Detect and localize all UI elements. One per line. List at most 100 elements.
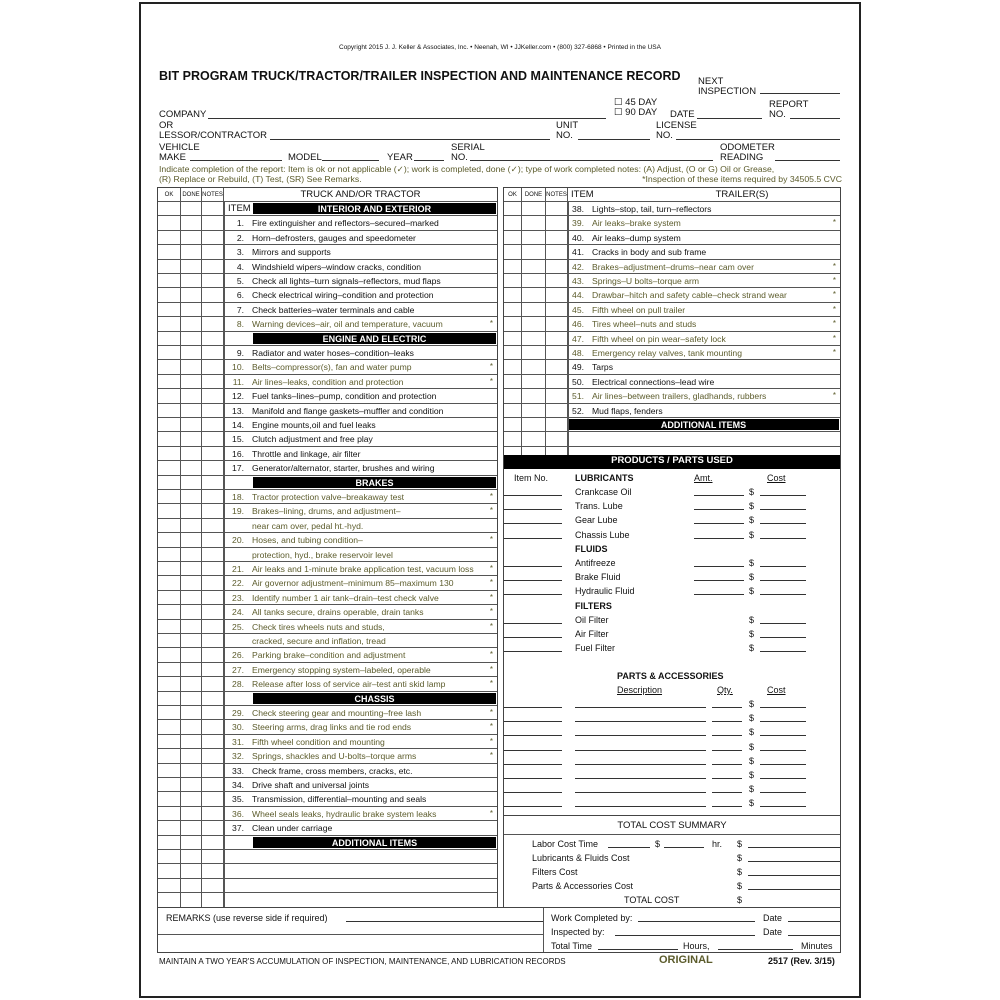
45-day-checkbox[interactable]: ☐ 45 DAY	[614, 97, 658, 108]
cost-field[interactable]	[760, 721, 806, 723]
summary-cost-field[interactable]	[748, 889, 840, 890]
ok-checkbox-cell[interactable]	[158, 619, 181, 633]
ok-checkbox-cell[interactable]	[158, 821, 181, 835]
qty-field[interactable]	[712, 778, 742, 779]
done-checkbox-cell[interactable]	[181, 360, 202, 374]
done-checkbox-cell[interactable]	[181, 475, 202, 489]
notes-checkbox-cell[interactable]	[202, 821, 224, 835]
item-no-field[interactable]	[504, 735, 562, 737]
amount-field[interactable]	[694, 566, 744, 567]
ok-checkbox-cell[interactable]	[504, 403, 522, 417]
ok-checkbox-cell[interactable]	[158, 461, 181, 475]
notes-checkbox-cell[interactable]	[546, 374, 568, 389]
done-checkbox-cell[interactable]	[181, 576, 202, 590]
item-no-field[interactable]	[504, 495, 562, 496]
notes-checkbox-cell[interactable]	[202, 331, 224, 345]
notes-checkbox-cell[interactable]	[202, 245, 224, 259]
notes-checkbox-cell[interactable]	[202, 302, 224, 317]
cost-field[interactable]	[760, 580, 806, 582]
notes-checkbox-cell[interactable]	[202, 259, 224, 273]
qty-field[interactable]	[712, 707, 742, 708]
qty-field[interactable]	[712, 792, 742, 794]
notes-checkbox-cell[interactable]	[202, 374, 224, 389]
ok-checkbox-cell[interactable]	[158, 691, 181, 705]
done-checkbox-cell[interactable]	[181, 619, 202, 633]
description-field[interactable]	[575, 735, 706, 737]
notes-checkbox-cell[interactable]	[202, 806, 224, 821]
done-checkbox-cell[interactable]	[522, 360, 546, 374]
ok-checkbox-cell[interactable]	[158, 763, 181, 777]
ok-checkbox-cell[interactable]	[158, 648, 181, 662]
ok-checkbox-cell[interactable]	[504, 302, 522, 317]
ok-checkbox-cell[interactable]	[504, 259, 522, 273]
item-no-field[interactable]	[504, 509, 562, 511]
done-checkbox-cell[interactable]	[181, 259, 202, 273]
item-no-field[interactable]	[504, 778, 562, 779]
cost-field[interactable]	[760, 749, 806, 751]
done-checkbox-cell[interactable]	[181, 763, 202, 777]
cost-field[interactable]	[760, 523, 806, 525]
cost-field[interactable]	[760, 594, 806, 596]
year-field[interactable]	[414, 160, 444, 161]
cost-field[interactable]	[760, 637, 806, 638]
notes-checkbox-cell[interactable]	[546, 403, 568, 417]
notes-checkbox-cell[interactable]	[202, 216, 224, 230]
description-field[interactable]	[575, 749, 706, 751]
notes-checkbox-cell[interactable]	[202, 418, 224, 432]
notes-checkbox-cell[interactable]	[202, 403, 224, 417]
done-checkbox-cell[interactable]	[522, 432, 546, 446]
done-checkbox-cell[interactable]	[522, 331, 546, 345]
item-no-field[interactable]	[504, 594, 562, 596]
done-checkbox-cell[interactable]	[181, 461, 202, 475]
done-checkbox-cell[interactable]	[181, 202, 202, 216]
done-checkbox-cell[interactable]	[522, 317, 546, 331]
done-checkbox-cell[interactable]	[181, 835, 202, 849]
done-checkbox-cell[interactable]	[181, 533, 202, 547]
ok-checkbox-cell[interactable]	[158, 403, 181, 417]
ok-checkbox-cell[interactable]	[158, 216, 181, 230]
done-checkbox-cell[interactable]	[522, 202, 546, 216]
ok-checkbox-cell[interactable]	[504, 216, 522, 230]
hours-field[interactable]	[598, 949, 678, 950]
model-field[interactable]	[322, 160, 379, 161]
notes-checkbox-cell[interactable]	[202, 432, 224, 446]
ok-checkbox-cell[interactable]	[504, 274, 522, 288]
item-no-field[interactable]	[504, 792, 562, 794]
ok-checkbox-cell[interactable]	[504, 288, 522, 302]
done-checkbox-cell[interactable]	[522, 446, 546, 462]
amount-field[interactable]	[694, 523, 744, 525]
notes-checkbox-cell[interactable]	[202, 446, 224, 461]
description-field[interactable]	[575, 792, 706, 794]
ok-checkbox-cell[interactable]	[158, 634, 181, 648]
done-checkbox-cell[interactable]	[181, 562, 202, 576]
notes-checkbox-cell[interactable]	[202, 533, 224, 547]
ok-checkbox-cell[interactable]	[158, 274, 181, 288]
done-checkbox-cell[interactable]	[181, 662, 202, 677]
amount-field[interactable]	[694, 495, 744, 496]
done-checkbox-cell[interactable]	[181, 346, 202, 360]
done-checkbox-cell[interactable]	[181, 893, 202, 908]
notes-checkbox-cell[interactable]	[202, 317, 224, 331]
done-checkbox-cell[interactable]	[522, 403, 546, 417]
ok-checkbox-cell[interactable]	[158, 720, 181, 734]
summary-cost-field[interactable]	[748, 875, 840, 876]
notes-checkbox-cell[interactable]	[546, 230, 568, 245]
notes-checkbox-cell[interactable]	[546, 432, 568, 446]
notes-checkbox-cell[interactable]	[202, 893, 224, 908]
notes-checkbox-cell[interactable]	[202, 346, 224, 360]
minutes-field[interactable]	[718, 949, 793, 950]
ok-checkbox-cell[interactable]	[504, 446, 522, 462]
description-field[interactable]	[575, 763, 706, 765]
ok-checkbox-cell[interactable]	[504, 331, 522, 345]
ok-checkbox-cell[interactable]	[504, 346, 522, 360]
notes-checkbox-cell[interactable]	[202, 605, 224, 619]
done-checkbox-cell[interactable]	[522, 245, 546, 259]
done-checkbox-cell[interactable]	[181, 403, 202, 417]
done-checkbox-cell[interactable]	[181, 302, 202, 317]
qty-field[interactable]	[712, 806, 742, 808]
ok-checkbox-cell[interactable]	[158, 878, 181, 893]
done-checkbox-cell[interactable]	[181, 734, 202, 749]
report-no-field[interactable]	[790, 118, 840, 119]
done-checkbox-cell[interactable]	[181, 720, 202, 734]
90-day-checkbox[interactable]: ☐ 90 DAY	[614, 107, 658, 118]
